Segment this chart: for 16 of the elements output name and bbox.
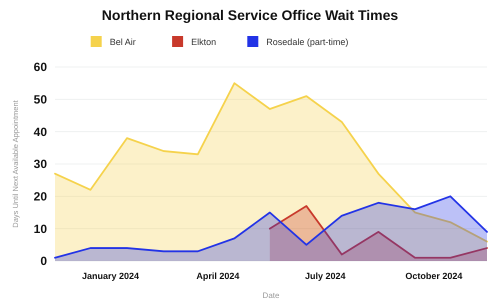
y-tick-label: 60 [34, 60, 48, 74]
x-tick-label: April 2024 [196, 271, 240, 281]
legend-label: Bel Air [110, 37, 136, 48]
legend-label: Rosedale (part-time) [266, 37, 348, 48]
y-tick-label: 30 [34, 157, 48, 172]
x-axis-title: Date [262, 291, 280, 300]
chart-title: Northern Regional Service Office Wait Times [102, 7, 398, 23]
y-tick-label: 20 [34, 190, 48, 204]
x-tick-label: July 2024 [305, 271, 346, 281]
x-tick-label: October 2024 [405, 271, 462, 281]
legend-label: Elkton [191, 37, 216, 48]
y-tick-label: 40 [34, 124, 48, 139]
x-tick-label: January 2024 [82, 271, 139, 281]
y-tick-label: 50 [34, 92, 48, 107]
y-tick-label: 10 [34, 222, 48, 236]
y-tick-label: 0 [40, 254, 48, 268]
